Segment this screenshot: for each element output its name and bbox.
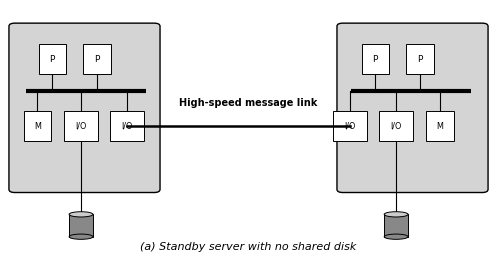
Bar — [379, 111, 413, 141]
Ellipse shape — [384, 212, 408, 217]
FancyBboxPatch shape — [9, 23, 160, 193]
Ellipse shape — [69, 212, 93, 217]
Text: P: P — [94, 55, 99, 64]
Polygon shape — [384, 214, 408, 237]
Bar — [39, 44, 66, 74]
Text: M: M — [436, 122, 443, 131]
Text: P: P — [417, 55, 422, 64]
Bar — [24, 111, 51, 141]
Text: P: P — [50, 55, 55, 64]
Bar — [64, 111, 98, 141]
Ellipse shape — [69, 234, 93, 239]
Ellipse shape — [384, 234, 408, 239]
Text: High-speed message link: High-speed message link — [179, 98, 318, 108]
Text: P: P — [373, 55, 378, 64]
Bar — [362, 44, 389, 74]
Text: (a) Standby server with no shared disk: (a) Standby server with no shared disk — [140, 242, 357, 252]
FancyBboxPatch shape — [337, 23, 488, 193]
Text: I/O: I/O — [345, 122, 356, 131]
Bar — [333, 111, 367, 141]
Bar — [426, 111, 454, 141]
Bar — [407, 44, 434, 74]
Text: M: M — [34, 122, 41, 131]
Bar — [110, 111, 144, 141]
Bar — [83, 44, 110, 74]
Text: I/O: I/O — [76, 122, 86, 131]
Text: I/O: I/O — [391, 122, 402, 131]
Text: I/O: I/O — [121, 122, 132, 131]
Polygon shape — [69, 214, 93, 237]
